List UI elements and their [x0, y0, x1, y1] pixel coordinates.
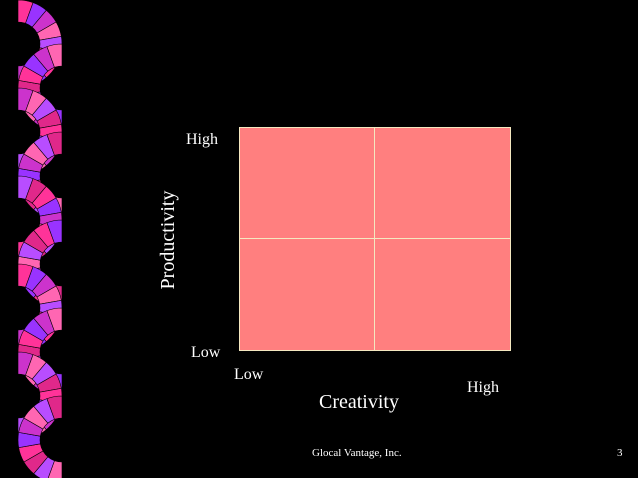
quadrant-high-productivity-low-creativity: [240, 128, 375, 239]
page-number: 3: [617, 447, 623, 459]
quadrant-low-productivity-high-creativity: [375, 239, 510, 350]
y-axis-high-label: High: [186, 131, 218, 148]
fan-segment: [47, 460, 63, 478]
fan-segment: [46, 219, 63, 244]
x-axis-title: Creativity: [319, 391, 399, 413]
quadrant-low-productivity-low-creativity: [240, 239, 375, 350]
fan-segment: [46, 43, 63, 68]
x-axis-low-label: Low: [234, 366, 264, 383]
two-by-two-matrix: [239, 127, 511, 351]
fan-ribbon-border-icon: [17, 0, 63, 478]
y-axis-title: Productivity: [157, 190, 179, 290]
y-axis-low-label: Low: [191, 344, 221, 361]
x-axis-high-label: High: [467, 379, 499, 396]
fan-segment: [46, 307, 63, 332]
fan-segment: [46, 131, 63, 156]
quadrant-high-productivity-high-creativity: [375, 128, 510, 239]
fan-segment: [46, 395, 63, 420]
footer-company: Glocal Vantage, Inc.: [312, 447, 402, 459]
